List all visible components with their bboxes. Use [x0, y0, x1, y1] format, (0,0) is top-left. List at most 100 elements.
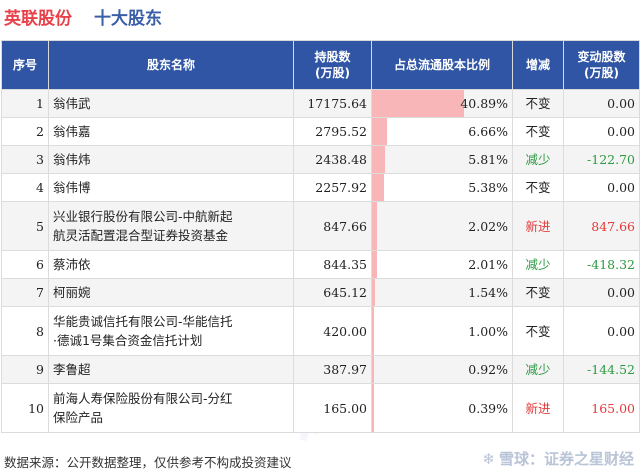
ratio-bar: [372, 279, 376, 306]
row-index: 7: [1, 278, 49, 307]
title-bar: 英联股份 十大股东: [0, 0, 640, 30]
shares-held: 165.00: [293, 383, 372, 433]
ratio-value: 6.66%: [468, 124, 508, 139]
row-index: 9: [1, 355, 49, 384]
ratio-value: 2.02%: [468, 218, 508, 234]
shares-held: 420.00: [293, 306, 372, 356]
ratio-bar: [372, 356, 375, 383]
float-ratio: 5.38%: [371, 173, 513, 202]
change-direction: 不变: [512, 173, 564, 202]
ratio-value: 0.39%: [468, 400, 508, 416]
ratio-bar: [372, 202, 377, 250]
float-ratio: 6.66%: [371, 117, 513, 146]
row-index: 6: [1, 250, 49, 279]
ratio-value: 5.81%: [468, 152, 508, 167]
ratio-value: 40.89%: [460, 96, 508, 111]
table-row: 5 兴业银行股份有限公司-中航新起 航灵活配置混合型证券投资基金 847.66 2.02…: [1, 201, 640, 251]
column-header: 持股数 (万股): [293, 40, 372, 90]
table-row: 4 翁伟博 2257.92 5.38% 不变 0.00: [1, 173, 640, 202]
row-index: 1: [1, 89, 49, 118]
ratio-value: 2.01%: [468, 257, 508, 272]
changed-shares: -418.32: [563, 250, 640, 279]
ratio-bar: [372, 90, 464, 117]
shareholder-name: 华能贵诚信托有限公司-华能信托 ·德诚1号集合资金信托计划: [48, 306, 294, 356]
change-direction: 减少: [512, 145, 564, 174]
table-row: 8 华能贵诚信托有限公司-华能信托 ·德诚1号集合资金信托计划 420.00 1.00%…: [1, 306, 640, 356]
change-direction: 不变: [512, 89, 564, 118]
ratio-bar: [372, 118, 387, 145]
table-row: 7 柯丽婉 645.12 1.54% 不变 0.00: [1, 278, 640, 307]
shareholder-name: 翁伟炜: [48, 145, 294, 174]
brand-name: 雪球：证券之星财经: [498, 450, 634, 468]
shareholder-name: 翁伟嘉: [48, 117, 294, 146]
top-ten-shareholders-table: 序号 股东名称 持股数 (万股) 占总流通股本比例 增减 变动股数 (万股) 1 翁伟…: [1, 40, 640, 433]
ratio-value: 5.38%: [468, 180, 508, 195]
shares-held: 17175.64: [293, 89, 372, 118]
shareholder-name: 兴业银行股份有限公司-中航新起 航灵活配置混合型证券投资基金: [48, 201, 294, 251]
table-row: 2 翁伟嘉 2795.52 6.66% 不变 0.00: [1, 117, 640, 146]
float-ratio: 0.39%: [371, 383, 513, 433]
column-header: 序号: [1, 40, 49, 90]
row-index: 10: [1, 383, 49, 433]
snowball-icon: ❄: [482, 449, 495, 468]
column-header: 股东名称: [48, 40, 294, 90]
float-ratio: 1.00%: [371, 306, 513, 356]
change-direction: 新进: [512, 201, 564, 251]
changed-shares: -122.70: [563, 145, 640, 174]
shares-held: 2795.52: [293, 117, 372, 146]
column-header: 占总流通股本比例: [371, 40, 513, 90]
shares-held: 645.12: [293, 278, 372, 307]
section-title: 十大股东: [94, 9, 162, 29]
brand-watermark: ❄ 雪球：证券之星财经: [482, 448, 634, 469]
changed-shares: -144.52: [563, 355, 640, 384]
float-ratio: 2.02%: [371, 201, 513, 251]
table-row: 1 翁伟武 17175.64 40.89% 不变 0.00: [1, 89, 640, 118]
shares-held: 847.66: [293, 201, 372, 251]
changed-shares: 0.00: [563, 89, 640, 118]
shares-held: 2438.48: [293, 145, 372, 174]
ratio-value: 1.00%: [468, 323, 508, 339]
shareholder-name: 翁伟武: [48, 89, 294, 118]
row-index: 5: [1, 201, 49, 251]
ratio-bar: [372, 384, 374, 432]
company-name: 英联股份: [4, 9, 72, 29]
shareholder-name: 柯丽婉: [48, 278, 294, 307]
float-ratio: 1.54%: [371, 278, 513, 307]
ratio-bar: [372, 174, 385, 201]
shares-held: 2257.92: [293, 173, 372, 202]
ratio-value: 1.54%: [468, 285, 508, 300]
shares-held: 387.97: [293, 355, 372, 384]
shareholder-name: 前海人寿保险股份有限公司-分红 保险产品: [48, 383, 294, 433]
change-direction: 不变: [512, 117, 564, 146]
change-direction: 减少: [512, 250, 564, 279]
column-header: 变动股数 (万股): [563, 40, 640, 90]
changed-shares: 0.00: [563, 173, 640, 202]
change-direction: 不变: [512, 278, 564, 307]
table-header-row: 序号 股东名称 持股数 (万股) 占总流通股本比例 增减 变动股数 (万股): [1, 40, 640, 90]
table-row: 6 蔡沛依 844.35 2.01% 减少 -418.32: [1, 250, 640, 279]
changed-shares: 0.00: [563, 117, 640, 146]
column-header: 增减: [512, 40, 564, 90]
shareholder-name: 翁伟博: [48, 173, 294, 202]
float-ratio: 0.92%: [371, 355, 513, 384]
row-index: 3: [1, 145, 49, 174]
shareholder-name: 蔡沛依: [48, 250, 294, 279]
changed-shares: 0.00: [563, 306, 640, 356]
row-index: 4: [1, 173, 49, 202]
changed-shares: 0.00: [563, 278, 640, 307]
float-ratio: 40.89%: [371, 89, 513, 118]
change-direction: 减少: [512, 355, 564, 384]
change-direction: 不变: [512, 306, 564, 356]
float-ratio: 5.81%: [371, 145, 513, 174]
table-row: 10 前海人寿保险股份有限公司-分红 保险产品 165.00 0.39% 新进 165.00: [1, 383, 640, 433]
float-ratio: 2.01%: [371, 250, 513, 279]
shareholder-name: 李鲁超: [48, 355, 294, 384]
shares-held: 844.35: [293, 250, 372, 279]
ratio-bar: [372, 251, 377, 278]
row-index: 2: [1, 117, 49, 146]
changed-shares: 847.66: [563, 201, 640, 251]
table-row: 3 翁伟炜 2438.48 5.81% 减少 -122.70: [1, 145, 640, 174]
ratio-bar: [372, 146, 386, 173]
table-row: 9 李鲁超 387.97 0.92% 减少 -144.52: [1, 355, 640, 384]
ratio-bar: [372, 307, 375, 355]
